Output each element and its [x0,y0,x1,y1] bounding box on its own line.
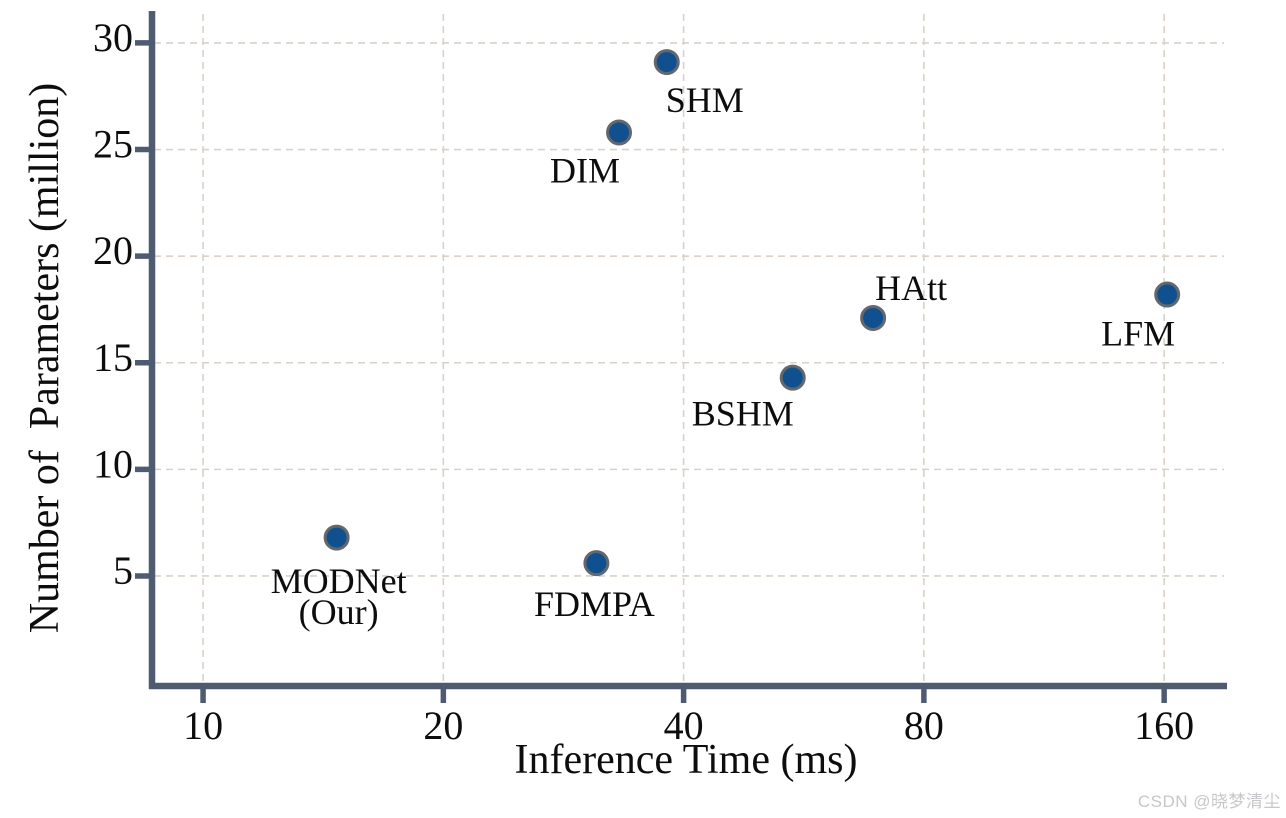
data-point-dot [583,550,610,577]
y-tick-label: 5 [113,548,133,593]
data-point-label: (Our) [299,592,379,632]
data-point-dot [779,364,806,391]
data-point-dot [606,119,633,146]
data-point-label: FDMPA [534,584,655,624]
y-tick-label: 10 [93,441,133,486]
y-tick-label: 30 [93,15,133,60]
data-points: SHM DIM LFM HAtt BSHM MODNet(Our) FDMPA [271,49,1181,632]
x-tick-label: 10 [183,703,223,748]
x-tick-label: 20 [423,703,463,748]
y-tick-label: 25 [93,122,133,167]
data-point-label: MODNet [271,561,407,601]
y-axis-title: Number of Parameters (million) [22,83,68,634]
y-tick-label: 20 [93,228,133,273]
data-point-dot [860,304,887,331]
y-tick-label: 15 [93,335,133,380]
data-point-label: DIM [550,150,620,190]
watermark: CSDN @晓梦清尘 [1137,792,1281,811]
data-point-dot [1154,281,1181,308]
data-point-label: BSHM [692,394,794,434]
x-tick-label: 160 [1134,703,1194,748]
x-axis-title: Inference Time (ms) [515,737,858,783]
data-point-dot [653,49,680,76]
data-point-dot [323,524,350,551]
data-point-label: LFM [1101,314,1175,354]
tick-marks-and-labels: 10 20 40 80 160 5 10 15 20 25 30 [93,15,1194,748]
data-point-label: SHM [666,80,744,120]
data-point-label: HAtt [875,268,947,308]
x-tick-label: 40 [664,703,704,748]
x-tick-label: 80 [904,703,944,748]
gridlines [154,14,1224,683]
